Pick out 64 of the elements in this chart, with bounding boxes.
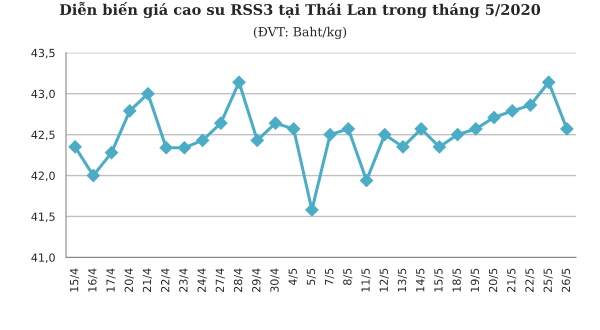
- x-tick-label: 11/5: [362, 268, 371, 292]
- y-tick-label: 42,0: [31, 172, 55, 182]
- x-tick-label: 20/5: [488, 268, 498, 292]
- x-tick-label: 29/4: [252, 268, 262, 292]
- y-tick-label: 41,5: [31, 212, 55, 222]
- x-tick-label: 25/5: [544, 268, 553, 292]
- point: [268, 116, 282, 130]
- x-tick-label: 17/4: [106, 268, 116, 292]
- x-tick-label: 4/5: [288, 268, 298, 286]
- point: [305, 203, 318, 217]
- point: [396, 140, 410, 154]
- point: [524, 98, 538, 112]
- x-tick-label: 13/5: [398, 268, 408, 292]
- x-tick-label: 7/5: [325, 268, 334, 285]
- point: [232, 76, 246, 89]
- x-tick-label: 15/4: [70, 268, 80, 292]
- x-tick-label: 19/5: [470, 268, 480, 292]
- x-tick-label: 27/4: [216, 268, 225, 292]
- x-tick-label: 21/5: [507, 268, 516, 292]
- x-tick-label: 21/4: [142, 268, 152, 292]
- point: [451, 128, 464, 142]
- point: [123, 104, 136, 118]
- x-tick-label: 12/5: [380, 268, 389, 292]
- point: [86, 168, 100, 182]
- x-tick-label: 5/5: [306, 268, 316, 285]
- point: [542, 76, 556, 89]
- x-tick-label: 30/4: [270, 268, 280, 292]
- x-tick-label: 26/5: [562, 268, 571, 292]
- point: [250, 134, 264, 147]
- point: [487, 110, 501, 124]
- x-tick-label: 16/4: [88, 268, 98, 292]
- point: [141, 87, 155, 100]
- point: [104, 146, 118, 160]
- point: [414, 122, 428, 136]
- y-tick-label: 43,0: [31, 90, 55, 100]
- point: [469, 122, 482, 136]
- point: [68, 140, 82, 154]
- point: [506, 104, 519, 118]
- point: [196, 134, 210, 147]
- x-tick-label: 20/4: [124, 268, 134, 292]
- point: [342, 122, 355, 136]
- x-tick-label: 14/5: [416, 268, 426, 292]
- x-tick-label: 22/5: [525, 268, 535, 292]
- point: [560, 122, 574, 136]
- x-tick-label: 22/4: [161, 268, 170, 292]
- chart-title: Diễn biến giá cao su RSS3 tại Thái Lan trong tháng 5/2020: [60, 2, 540, 18]
- point: [360, 174, 374, 188]
- point: [214, 116, 228, 130]
- x-tick-label: 18/5: [452, 268, 462, 292]
- x-tick-label: 15/5: [434, 268, 444, 292]
- point: [287, 122, 300, 136]
- x-tick-label: 8/5: [343, 268, 352, 285]
- x-tick-label: 24/4: [197, 268, 207, 292]
- y-tick-label: 41,0: [31, 253, 55, 263]
- x-tick-label: 28/4: [234, 268, 244, 292]
- point: [432, 140, 446, 154]
- y-tick-label: 42,5: [31, 130, 55, 140]
- point: [178, 141, 191, 154]
- x-tick-label: 23/4: [179, 268, 188, 292]
- point: [324, 128, 337, 142]
- chart-subtitle: (ĐVT: Baht/kg): [254, 26, 346, 40]
- point: [160, 141, 173, 154]
- point: [378, 128, 392, 142]
- y-tick-label: 43,5: [31, 48, 55, 58]
